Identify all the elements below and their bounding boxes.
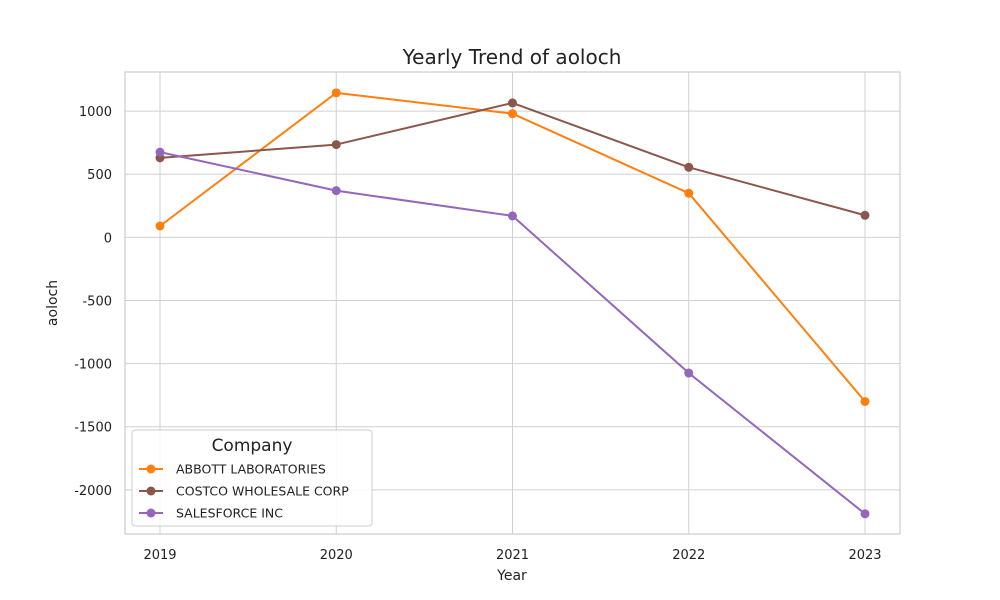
legend-swatch-marker: [146, 508, 156, 518]
series-layer: [155, 88, 870, 519]
data-point: [155, 147, 165, 157]
data-point: [331, 186, 341, 196]
y-tick-label: -2000: [74, 484, 112, 499]
legend-label: ABBOTT LABORATORIES: [176, 462, 326, 477]
y-tick-label: -1500: [74, 421, 112, 436]
x-axis-label: Year: [496, 568, 527, 584]
data-point: [684, 162, 694, 172]
x-tick-label: 2019: [143, 548, 176, 563]
data-point: [860, 396, 870, 406]
legend-swatch-marker: [146, 486, 156, 496]
data-point: [155, 221, 165, 231]
series-0: [155, 88, 870, 406]
chart-title: Yearly Trend of aoloch: [402, 45, 622, 69]
legend-title: Company: [212, 436, 293, 456]
legend: Company ABBOTT LABORATORIES COSTCO WHOLES…: [131, 429, 373, 527]
data-point: [331, 140, 341, 150]
data-point: [331, 88, 341, 98]
data-point: [508, 98, 517, 108]
x-tick-label: 2020: [320, 548, 353, 563]
axis-ticks: 2019 2020 2021 2022 2023 -2000 -1500 -1000 -500 0…: [74, 105, 881, 563]
data-point: [860, 509, 870, 519]
legend-entry: SALESFORCE INC: [139, 506, 283, 521]
data-point: [684, 368, 694, 378]
y-tick-label: 500: [87, 168, 112, 183]
x-tick-label: 2023: [848, 548, 881, 563]
y-tick-label: 1000: [79, 105, 112, 120]
data-point: [860, 210, 870, 220]
y-tick-label: 0: [104, 231, 112, 246]
series-2: [155, 147, 870, 519]
data-point: [508, 211, 517, 221]
series-1: [155, 98, 870, 220]
data-point: [684, 188, 694, 198]
y-axis-label: aoloch: [45, 280, 61, 326]
x-tick-label: 2022: [672, 548, 705, 563]
y-tick-label: -1000: [74, 358, 112, 373]
legend-label: COSTCO WHOLESALE CORP: [176, 484, 349, 499]
legend-label: SALESFORCE INC: [176, 506, 283, 521]
legend-swatch-marker: [146, 464, 156, 474]
legend-box: [131, 429, 373, 527]
plot-frame: [124, 71, 901, 535]
data-point: [508, 109, 517, 119]
x-tick-label: 2021: [496, 548, 529, 563]
legend-entry: ABBOTT LABORATORIES: [139, 462, 326, 477]
legend-entries: ABBOTT LABORATORIES COSTCO WHOLESALE CORP…: [139, 462, 349, 521]
legend-entry: COSTCO WHOLESALE CORP: [139, 484, 349, 499]
y-tick-label: -500: [82, 294, 112, 309]
